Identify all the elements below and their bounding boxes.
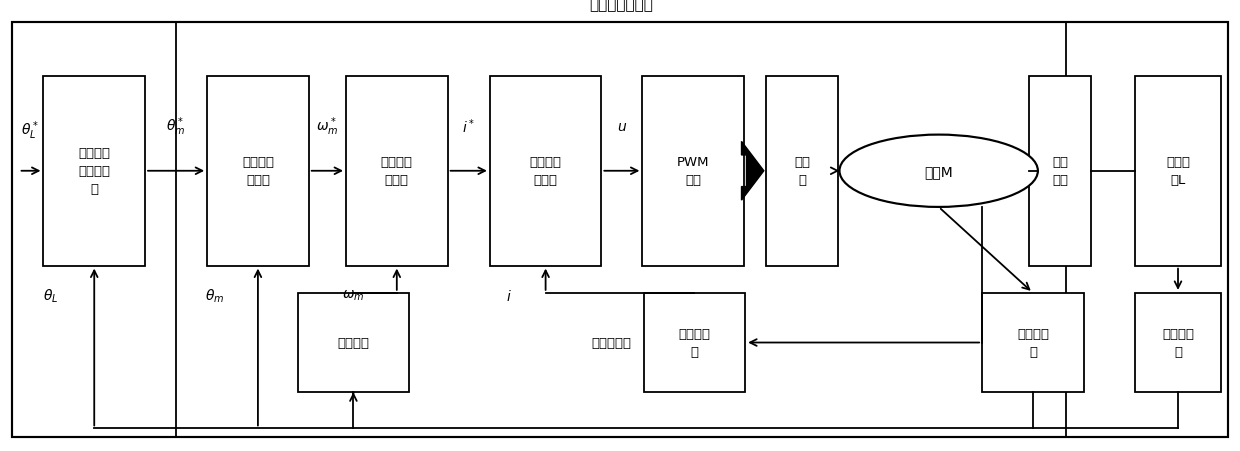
Circle shape bbox=[839, 135, 1038, 207]
Text: 速度计算: 速度计算 bbox=[337, 336, 370, 349]
Text: 位置传感
器: 位置传感 器 bbox=[1017, 327, 1049, 358]
Polygon shape bbox=[742, 142, 764, 201]
Text: 执行机构
位置控制
器: 执行机构 位置控制 器 bbox=[78, 147, 110, 196]
Bar bbox=[642, 77, 744, 266]
Text: 电机速度
控制器: 电机速度 控制器 bbox=[381, 156, 413, 187]
Bar bbox=[207, 77, 309, 266]
Text: $\omega_m^*$: $\omega_m^*$ bbox=[316, 115, 339, 138]
Text: $\theta_m^*$: $\theta_m^*$ bbox=[166, 115, 186, 138]
Text: $i^*$: $i^*$ bbox=[463, 117, 475, 136]
Text: $u$: $u$ bbox=[616, 120, 627, 133]
Text: 电机相电流: 电机相电流 bbox=[591, 336, 631, 349]
Bar bbox=[298, 293, 409, 392]
Text: $\theta_m$: $\theta_m$ bbox=[205, 287, 224, 304]
Text: $\theta_L^*$: $\theta_L^*$ bbox=[21, 120, 38, 142]
Bar bbox=[43, 77, 145, 266]
Text: $\theta_L$: $\theta_L$ bbox=[43, 287, 58, 304]
Text: 电机电流
控制器: 电机电流 控制器 bbox=[529, 156, 562, 187]
Text: 位置传感
器: 位置传感 器 bbox=[1162, 327, 1194, 358]
Bar bbox=[1135, 77, 1221, 266]
Bar bbox=[644, 293, 745, 392]
Text: 电机位置
控制器: 电机位置 控制器 bbox=[242, 156, 274, 187]
Text: $i$: $i$ bbox=[506, 288, 511, 303]
Text: PWM
调制: PWM 调制 bbox=[677, 156, 709, 187]
Text: 电机M: 电机M bbox=[924, 165, 954, 178]
Bar bbox=[982, 293, 1084, 392]
Bar bbox=[1029, 77, 1091, 266]
Text: $\omega_m$: $\omega_m$ bbox=[342, 288, 365, 303]
Text: 传动
机构: 传动 机构 bbox=[1053, 156, 1068, 187]
Bar bbox=[490, 77, 601, 266]
Text: 电流传感
器: 电流传感 器 bbox=[678, 327, 711, 358]
Text: 执行机
构L: 执行机 构L bbox=[1166, 156, 1190, 187]
Bar bbox=[766, 77, 838, 266]
Bar bbox=[1135, 293, 1221, 392]
Bar bbox=[176, 23, 1066, 437]
Bar bbox=[346, 77, 448, 266]
Text: 逆变
器: 逆变 器 bbox=[795, 156, 810, 187]
Text: 电机伺服驱动器: 电机伺服驱动器 bbox=[589, 0, 653, 13]
